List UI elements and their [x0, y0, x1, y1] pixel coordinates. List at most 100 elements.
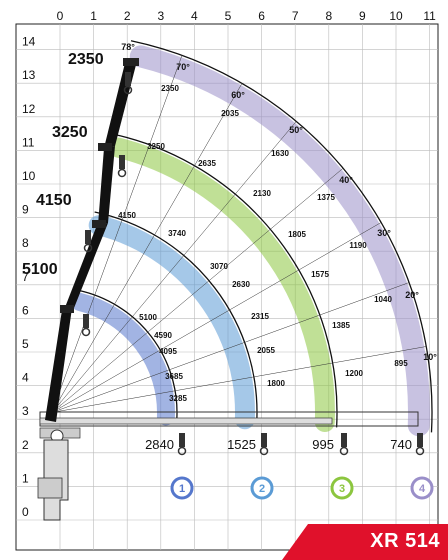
y-tick-label: 1: [22, 471, 29, 485]
grid: [15, 23, 439, 551]
band-4: [129, 45, 430, 437]
ray: [51, 83, 243, 413]
angle-label: 50°: [289, 125, 303, 135]
x-tick-label: 11: [423, 9, 436, 23]
hook-block: [261, 433, 267, 447]
end-load-4: 740: [390, 437, 412, 452]
y-tick-label: 2: [22, 438, 29, 452]
x-axis-ticks: 0 1 2 3 4 5 6 7 8 9 10 11: [57, 9, 436, 23]
load-label: 2635: [198, 159, 216, 168]
end-load-1: 2840: [145, 437, 174, 452]
ray: [51, 121, 297, 413]
load-label: 1190: [349, 241, 367, 250]
load-label: 895: [394, 359, 408, 368]
extension-marker-1: [170, 476, 194, 500]
angle-label: 20°: [405, 290, 419, 300]
load-label: 1040: [374, 295, 392, 304]
load-label: 3285: [169, 394, 187, 403]
y-tick-label: 8: [22, 236, 29, 250]
band-1: [70, 292, 175, 426]
grid-lines: [16, 24, 438, 550]
angle-label: 10°: [423, 352, 437, 362]
load-label: 3685: [165, 372, 183, 381]
load-label: 4150: [118, 211, 136, 220]
load-label: 4095: [159, 347, 177, 356]
arc-3: [111, 133, 338, 428]
extension-markers: 1 2 3 4: [170, 476, 434, 500]
load-label: 1805: [288, 230, 306, 239]
x-tick-label: 8: [325, 9, 332, 23]
y-tick-label: 5: [22, 337, 29, 351]
x-tick-label: 7: [292, 9, 299, 23]
x-tick-label: 10: [389, 9, 403, 23]
model-banner: XR 514: [282, 524, 448, 560]
hook: [81, 327, 91, 337]
load-label: 2130: [253, 189, 271, 198]
load-label: 1200: [345, 369, 363, 378]
band-3: [108, 137, 335, 433]
angle-label: 40°: [339, 175, 353, 185]
band-2: [88, 215, 255, 430]
x-tick-label: 2: [124, 9, 131, 23]
load-label: 2350: [161, 84, 179, 93]
y-tick-label: 4: [22, 371, 29, 385]
x-tick-label: 1: [90, 9, 97, 23]
hook: [415, 446, 425, 456]
hook-block: [417, 433, 423, 447]
y-tick-label: 12: [22, 102, 36, 116]
boom-capacity: 4150: [36, 192, 72, 209]
hook: [123, 85, 133, 95]
hook: [259, 446, 269, 456]
x-tick-label: 3: [157, 9, 164, 23]
x-tick-label: 5: [225, 9, 232, 23]
y-tick-label: 7: [22, 270, 29, 284]
angle-label: 78°: [121, 42, 135, 52]
model-name: XR 514: [370, 530, 440, 552]
ray: [51, 222, 382, 413]
end-loads: 2840 1525 995 740: [145, 437, 412, 452]
hook-block: [83, 314, 89, 328]
ray: [51, 346, 427, 413]
x-tick-label: 0: [57, 9, 64, 23]
y-tick-label: 3: [22, 404, 29, 418]
ray: [51, 55, 183, 413]
ray: [51, 282, 410, 413]
boom-capacity: 5100: [22, 261, 58, 278]
load-label: 5100: [139, 313, 157, 322]
load-label: 2315: [251, 312, 269, 321]
y-tick-label: 9: [22, 203, 29, 217]
hook: [177, 446, 187, 456]
hook-block: [179, 433, 185, 447]
x-tick-label: 6: [258, 9, 265, 23]
hook: [117, 168, 127, 178]
load-label: 2035: [221, 109, 239, 118]
boom-capacities: 5100 4150 3250 2350: [22, 51, 104, 278]
y-tick-label: 14: [22, 35, 36, 49]
y-tick-label: 13: [22, 68, 36, 82]
hook-block: [125, 72, 131, 86]
boom-capacity: 3250: [52, 124, 88, 141]
extension-marker-2: [250, 476, 274, 500]
y-tick-label: 6: [22, 303, 29, 317]
angle-rays: [51, 55, 427, 413]
hook-block: [85, 230, 91, 244]
extension-marker-3: [330, 476, 354, 500]
y-tick-label: 10: [22, 169, 36, 183]
load-label: 1375: [317, 193, 335, 202]
x-tick-label: 9: [359, 9, 366, 23]
load-label: 1575: [311, 270, 329, 279]
angle-label: 60°: [231, 90, 245, 100]
extension-number-4: 4: [419, 483, 426, 495]
load-label: 1630: [271, 149, 289, 158]
load-label: 3250: [147, 142, 165, 151]
load-label: 1385: [332, 321, 350, 330]
load-label: 1800: [267, 379, 285, 388]
angle-label: 30°: [377, 228, 391, 238]
end-load-2: 1525: [227, 437, 256, 452]
hook-block: [119, 155, 125, 169]
crane-base: [37, 411, 419, 521]
reach-arcs: [77, 40, 433, 433]
arc-2: [94, 211, 258, 424]
